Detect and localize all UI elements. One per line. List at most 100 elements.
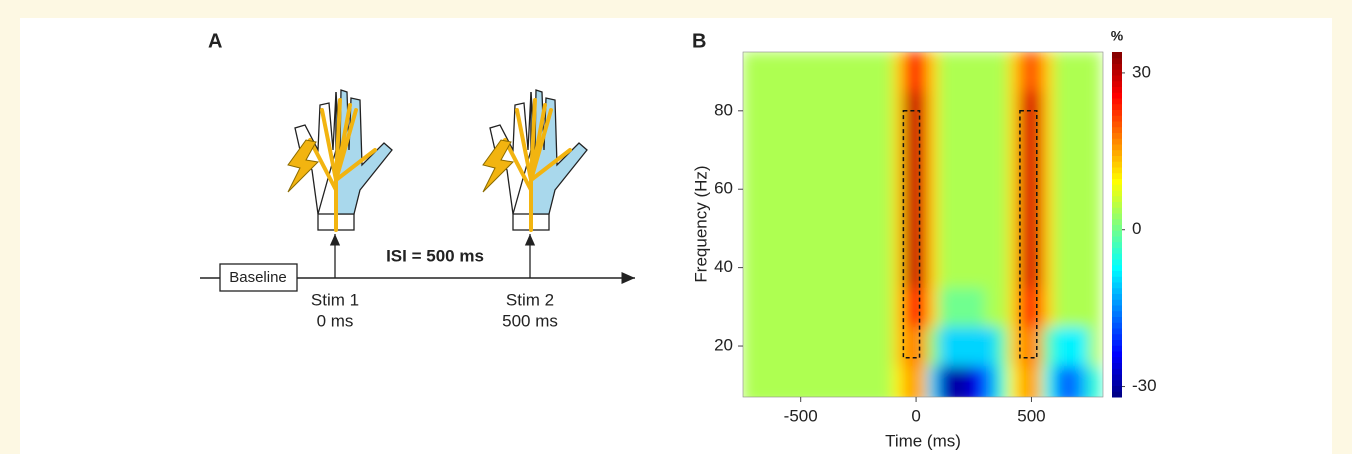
heatmap-cell [1088, 169, 1102, 210]
heatmap-cell [927, 286, 940, 327]
heatmap-cell [1054, 247, 1067, 288]
heatmap-cell [834, 325, 848, 367]
heatmap-cell [846, 286, 859, 327]
colorbar-segment [1112, 282, 1122, 289]
heatmap-cell [788, 169, 802, 210]
heatmap-cell [834, 52, 848, 92]
heatmap-cell [765, 90, 779, 131]
heatmap-cell [1077, 169, 1090, 210]
heatmap-cell [823, 169, 836, 210]
colorbar-segment [1112, 57, 1122, 64]
colorbar-segment [1112, 195, 1122, 202]
heatmap-cell [880, 247, 894, 288]
heatmap-cell [823, 325, 836, 367]
heatmap [743, 52, 1102, 397]
colorbar-label: % [1111, 28, 1124, 44]
heatmap-cell [869, 129, 882, 171]
heatmap-cell [800, 247, 813, 288]
colorbar-segment [1112, 190, 1122, 197]
colorbar-segment [1112, 351, 1122, 358]
heatmap-cell [1088, 90, 1102, 131]
heatmap-cell [950, 365, 963, 397]
heatmap-cell [788, 129, 802, 171]
heatmap-cell [788, 208, 802, 249]
heatmap-cell [961, 208, 975, 249]
heatmap-cell [1042, 247, 1056, 288]
heatmap-cell [1065, 169, 1079, 210]
x-axis-label: Time (ms) [885, 431, 961, 450]
heatmap-cell [754, 90, 767, 131]
stim-time: 500 ms [502, 311, 558, 330]
x-tick-label: 0 [911, 406, 920, 425]
heatmap-cell [777, 129, 790, 171]
heatmap-cell [754, 286, 767, 327]
heatmap-cell [915, 208, 929, 249]
heatmap-cell [880, 169, 894, 210]
colorbar-segment [1112, 247, 1122, 254]
heatmap-cell [754, 52, 767, 92]
heatmap-cell [880, 90, 894, 131]
heatmap-cell [961, 365, 975, 397]
heatmap-cell [800, 90, 813, 131]
heatmap-cell [915, 169, 929, 210]
heatmap-cell [880, 365, 894, 397]
heatmap-cell [777, 52, 790, 92]
heatmap-cell [1007, 129, 1021, 171]
heatmap-cell [846, 129, 859, 171]
heatmap-cell [869, 169, 882, 210]
heatmap-cell [973, 286, 986, 327]
heatmap-cell [973, 365, 986, 397]
heatmap-cell [1065, 208, 1079, 249]
y-tick-label: 80 [714, 100, 733, 119]
heatmap-cell [777, 90, 790, 131]
heatmap-cell [800, 52, 813, 92]
heatmap-cell [765, 169, 779, 210]
heatmap-cell [1077, 129, 1090, 171]
colorbar-segment [1112, 52, 1122, 59]
heatmap-cell [800, 325, 813, 367]
heatmap-cell [765, 325, 779, 367]
heatmap-cell [1007, 365, 1021, 397]
x-tick-label: 500 [1017, 406, 1045, 425]
colorbar-segment [1112, 161, 1122, 168]
heatmap-cell [1065, 90, 1079, 131]
colorbar-tick-label: -30 [1132, 376, 1157, 395]
stim-time: 0 ms [317, 311, 354, 330]
heatmap-cell [973, 247, 986, 288]
heatmap-cell [754, 325, 767, 367]
colorbar-segment [1112, 224, 1122, 231]
heatmap-cell [961, 325, 975, 367]
heatmap-cell [1019, 247, 1032, 288]
heatmap-cell [869, 90, 882, 131]
heatmap-cell [788, 365, 802, 397]
heatmap-cell [938, 247, 952, 288]
heatmap-cell [743, 365, 756, 397]
heatmap-cell [892, 365, 906, 397]
colorbar-segment [1112, 299, 1122, 306]
heatmap-cell [1019, 52, 1032, 92]
stim-name: Stim 2 [506, 290, 554, 309]
heatmap-cell [857, 365, 871, 397]
heatmap-cell [1054, 90, 1067, 131]
heatmap-cell [915, 247, 929, 288]
heatmap-cell [1007, 286, 1021, 327]
heatmap-cell [823, 52, 836, 92]
heatmap-cell [950, 247, 963, 288]
heatmap-cell [788, 325, 802, 367]
heatmap-cell [869, 325, 882, 367]
heatmap-cell [927, 325, 940, 367]
colorbar-segment [1112, 270, 1122, 277]
colorbar-segment [1112, 80, 1122, 87]
heatmap-cell [823, 365, 836, 397]
heatmap-cell [904, 365, 917, 397]
heatmap-cell [823, 129, 836, 171]
heatmap-cell [765, 208, 779, 249]
heatmap-cell [996, 90, 1009, 131]
heatmap-cell [777, 286, 790, 327]
isi-label: ISI = 500 ms [386, 246, 484, 265]
heatmap-cell [800, 169, 813, 210]
heatmap-cell [811, 52, 825, 92]
heatmap-cell [973, 52, 986, 92]
heatmap-cell [800, 208, 813, 249]
